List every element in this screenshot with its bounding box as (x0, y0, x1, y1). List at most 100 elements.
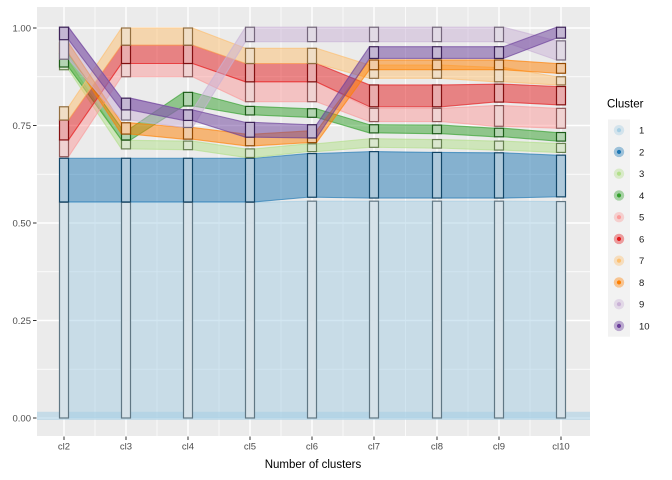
stratum-box-cluster-3-col-cl6 (306, 143, 318, 153)
x-axis-title: Number of clusters (265, 459, 362, 471)
stratum-box-cluster-3-col-cl5 (244, 148, 256, 159)
stratum-box-cluster-10-col-cl6 (306, 124, 318, 139)
ribbon-edge-top (503, 59, 557, 65)
ribbon-edge-top (503, 152, 557, 156)
legend-dot-7 (616, 258, 622, 263)
ribbon-cluster-9-seg-2 (192, 27, 246, 128)
legend-label-7: 7 (639, 256, 644, 267)
x-tick-label-cl7: cl7 (368, 442, 380, 453)
ribbon-cluster-8-seg-6 (441, 59, 495, 70)
stratum-box-cluster-7-col-cl5 (244, 47, 256, 65)
stratum-box-cluster-10-col-cl4 (182, 109, 194, 122)
stratum-box-cluster-6-col-cl7 (368, 84, 380, 108)
ribbon-cluster-8-seg-4 (316, 59, 370, 143)
legend-dot-3 (616, 171, 622, 176)
ribbon-edge-top (503, 26, 557, 48)
ribbon-edge-bottom (503, 125, 557, 129)
ribbon-cluster-10-seg-2 (192, 109, 246, 138)
ribbon-edge-top (254, 105, 308, 110)
ribbon-cluster-5-seg-7 (503, 105, 557, 129)
stratum-box-cluster-5-col-cl2 (58, 139, 70, 158)
ribbon-edge-top (254, 200, 308, 203)
ribbon-cluster-4-seg-3 (254, 106, 308, 118)
stratum-box-cluster-6-col-cl10 (555, 85, 567, 106)
legend-label-10: 10 (639, 321, 650, 332)
ribbon-edge-bottom (130, 148, 184, 151)
ribbon-cluster-3-seg-7 (503, 141, 557, 153)
stratum-box-cluster-4-col-cl10 (555, 131, 567, 142)
ribbon-cluster-3-seg-5 (378, 138, 433, 149)
x-tick-label-cl9: cl9 (493, 442, 505, 453)
stratum-box-cluster-1-col-cl6 (306, 200, 318, 419)
ribbon-edge-bottom (192, 76, 246, 103)
ribbon-edge-bottom (316, 196, 370, 199)
ribbon-cluster-4-seg-5 (378, 124, 433, 134)
ribbon-cluster-1-seg-6 (441, 201, 495, 418)
ribbon-edge-bottom (316, 101, 370, 123)
ribbon-edge-bottom (441, 121, 495, 127)
stratum-box-cluster-9-col-cl5 (244, 26, 256, 43)
ribbon-cluster-2-seg-7 (503, 152, 557, 199)
ribbon-cluster-3-seg-2 (192, 141, 246, 158)
stratum-box-cluster-7-col-cl2 (58, 106, 70, 121)
stratum-box-cluster-7-col-cl10 (555, 76, 567, 86)
stratum-box-cluster-1-col-cl8 (431, 200, 443, 419)
legend-dot-10 (616, 323, 622, 329)
stratum-box-cluster-1-col-cl9 (493, 200, 505, 419)
stratum-box-cluster-6-col-cl3 (120, 44, 132, 65)
stratum-box-cluster-4-col-cl8 (431, 124, 443, 135)
ribbon-edge-top (254, 153, 308, 159)
ribbon-edge-bottom (254, 196, 308, 203)
stratum-box-cluster-3-col-cl8 (431, 138, 443, 149)
stratum-box-cluster-2-col-cl8 (431, 151, 443, 199)
ribbon-edge-top (378, 138, 433, 141)
ribbon-edge-bottom (254, 114, 308, 118)
stratum-box-cluster-9-col-cl6 (306, 26, 318, 43)
stratum-box-cluster-4-col-cl9 (493, 127, 505, 138)
ribbon-cluster-7-seg-3 (254, 48, 308, 64)
stratum-box-cluster-4-col-cl6 (306, 108, 318, 118)
ribbon-cluster-1-seg-4 (316, 201, 370, 418)
stratum-box-cluster-4-col-cl4 (182, 91, 194, 107)
ribbon-edge-bottom (130, 109, 184, 121)
stratum-box-cluster-5-col-cl10 (555, 107, 567, 129)
legend-dot-1 (616, 128, 622, 133)
ribbon-edge-bottom (503, 81, 557, 86)
ribbon-edge-top (192, 91, 246, 107)
ribbon-cluster-2-seg-3 (254, 153, 308, 202)
ribbon-cluster-9-seg-4 (316, 27, 370, 42)
stratum-box-cluster-5-col-cl6 (306, 81, 318, 103)
stratum-box-cluster-9-col-cl7 (368, 26, 380, 43)
ribbon-cluster-6-seg-1 (130, 45, 184, 64)
stratum-box-cluster-8-col-cl4 (182, 126, 194, 140)
ribbon-cluster-3-seg-1 (130, 140, 184, 150)
stratum-box-cluster-2-col-cl3 (120, 157, 132, 203)
stratum-box-cluster-2-col-cl5 (244, 157, 256, 203)
ribbon-edge-top (130, 139, 184, 142)
stratum-box-cluster-10-col-cl2 (58, 26, 70, 41)
stratum-box-cluster-5-col-cl7 (368, 107, 380, 123)
stratum-box-cluster-3-col-cl7 (368, 138, 380, 148)
stratum-box-cluster-2-col-cl6 (306, 152, 318, 198)
legend-dot-5 (616, 215, 622, 220)
y-tick-label: 0.25 (13, 316, 32, 327)
ribbon-edge-bottom (192, 138, 246, 147)
ribbon-edge-bottom (192, 119, 246, 138)
stratum-box-cluster-7-col-cl3 (120, 27, 132, 46)
stratum-box-cluster-9-col-cl9 (493, 26, 505, 43)
stratum-box-cluster-8-col-cl9 (493, 59, 505, 71)
stratum-box-cluster-9-col-cl10 (555, 40, 567, 61)
ribbon-edge-top (503, 140, 557, 144)
ribbon-cluster-2-seg-4 (316, 151, 370, 199)
legend-dot-4 (616, 193, 622, 198)
ribbon-cluster-10-seg-3 (254, 122, 308, 138)
ribbon-edge-top (192, 140, 246, 150)
ribbon-edge-top (254, 143, 308, 150)
ribbon-cluster-10-seg-6 (441, 46, 495, 59)
stratum-box-cluster-6-col-cl8 (431, 84, 443, 108)
ribbon-edge-bottom (441, 77, 495, 83)
stratum-box-cluster-2-col-cl10 (555, 154, 567, 198)
ribbon-cluster-2-seg-6 (441, 152, 495, 199)
ribbon-edge-bottom (316, 58, 370, 139)
